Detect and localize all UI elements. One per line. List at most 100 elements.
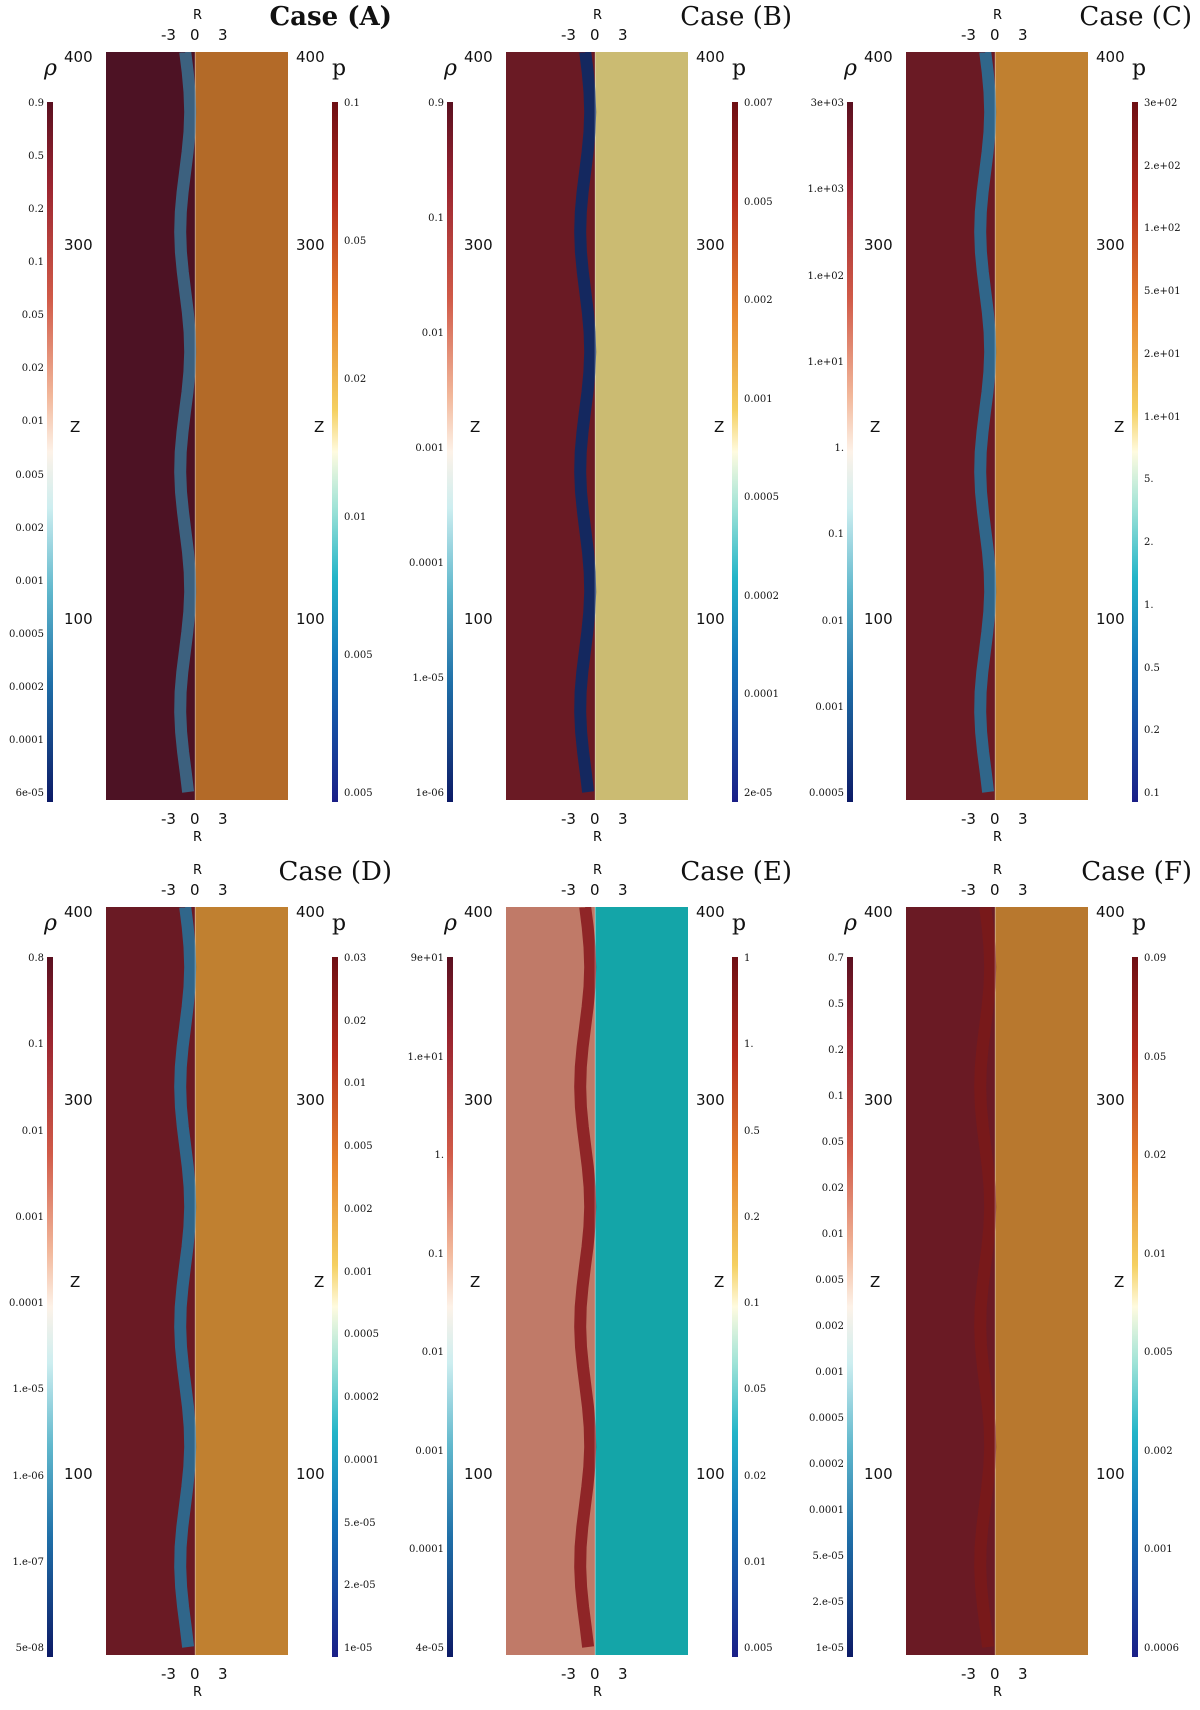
- r-axis-label-top: R: [193, 8, 203, 23]
- z-tick-right: 100: [296, 610, 325, 628]
- density-colorbar: [447, 102, 453, 802]
- r-tick-bottom: 3: [1018, 810, 1028, 828]
- pressure-colorbar-tick: 0.02: [744, 1470, 767, 1482]
- density-colorbar-tick: 0.05: [821, 1137, 844, 1148]
- r-tick-top: -3: [161, 26, 176, 44]
- density-colorbar-tick: 0.002: [815, 1321, 844, 1332]
- r-tick-top: -3: [561, 881, 576, 899]
- z-tick-right: 400: [1096, 903, 1125, 921]
- density-colorbar-tick: 0.2: [28, 204, 44, 216]
- z-tick-left: 300: [864, 1091, 893, 1109]
- density-colorbar-tick: 0.05: [21, 310, 44, 322]
- pressure-colorbar-tick: 0.002: [344, 1203, 373, 1215]
- r-tick-top: 3: [1018, 881, 1028, 899]
- density-symbol: ρ: [444, 911, 457, 936]
- jet-boundary: [974, 52, 997, 793]
- r-tick-bottom: 0: [990, 810, 1000, 828]
- z-tick-left: 300: [464, 236, 493, 254]
- jet-boundary: [174, 907, 197, 1648]
- r-tick-top: 0: [190, 26, 200, 44]
- z-tick-right: 100: [696, 610, 725, 628]
- r-axis-label-bottom: R: [593, 1685, 603, 1700]
- r-tick-top: 3: [618, 881, 628, 899]
- density-colorbar-tick: 0.0005: [809, 788, 844, 799]
- z-tick-right: 400: [296, 48, 325, 66]
- r-tick-top: 0: [190, 881, 200, 899]
- density-colorbar: [847, 102, 853, 802]
- r-tick-bottom: -3: [161, 1665, 176, 1683]
- r-tick-bottom: -3: [561, 810, 576, 828]
- density-colorbar-tick: 0.1: [28, 257, 44, 269]
- density-colorbar-tick: 1.: [434, 1150, 444, 1162]
- simulation-map: [906, 52, 1088, 800]
- density-colorbar-tick: 0.1: [828, 1091, 844, 1102]
- r-tick-top: -3: [561, 26, 576, 44]
- pressure-colorbar-tick: 1.e+02: [1144, 223, 1181, 235]
- pressure-colorbar-tick: 0.05: [344, 236, 367, 247]
- density-colorbar-tick: 1.e+02: [807, 270, 844, 282]
- density-colorbar-tick: 9e+01: [410, 953, 444, 964]
- r-tick-top: 0: [590, 881, 600, 899]
- density-colorbar-tick: 0.1: [428, 213, 444, 224]
- pressure-colorbar-tick: 1.: [744, 1039, 754, 1051]
- pressure-colorbar-tick: 0.02: [344, 1015, 367, 1027]
- density-colorbar-tick: 5e-08: [15, 1643, 44, 1654]
- r-tick-bottom: 0: [590, 810, 600, 828]
- r-tick-top: 3: [218, 881, 228, 899]
- panel-title: Case (E): [680, 857, 792, 887]
- pressure-colorbar-tick: 1.: [1144, 599, 1154, 611]
- r-tick-top: 3: [618, 26, 628, 44]
- z-tick-right: 400: [296, 903, 325, 921]
- z-tick-right: 300: [696, 236, 725, 254]
- pressure-colorbar: [732, 102, 738, 802]
- pressure-colorbar-tick: 0.01: [344, 1078, 367, 1090]
- pressure-colorbar-tick: 0.005: [1144, 1347, 1173, 1359]
- density-colorbar-tick: 0.0005: [9, 628, 44, 640]
- pressure-colorbar-tick: 2.e-05: [344, 1580, 376, 1592]
- pressure-colorbar-tick: 0.05: [744, 1384, 767, 1396]
- pressure-symbol: p: [332, 911, 347, 936]
- z-tick-left: 300: [64, 1091, 93, 1109]
- r-tick-bottom: 3: [1018, 1665, 1028, 1683]
- pressure-colorbar-tick: 0.02: [1144, 1150, 1167, 1162]
- simulation-map: [506, 52, 688, 800]
- density-symbol: ρ: [444, 56, 457, 81]
- z-tick-right: 400: [1096, 48, 1125, 66]
- z-axis-label-left: Z: [70, 418, 81, 436]
- jet-boundary: [974, 907, 997, 1648]
- pressure-colorbar-tick: 1: [744, 953, 751, 964]
- density-colorbar: [47, 957, 53, 1657]
- z-tick-left: 300: [464, 1091, 493, 1109]
- z-tick-right: 300: [296, 1091, 325, 1109]
- panel-title: Case (C): [1079, 2, 1192, 32]
- pressure-colorbar-tick: 2.e+02: [1144, 160, 1181, 172]
- r-tick-bottom: 0: [990, 1665, 1000, 1683]
- z-tick-left: 100: [64, 1465, 93, 1483]
- z-tick-left: 400: [464, 903, 493, 921]
- pressure-half: [195, 907, 288, 1655]
- r-tick-top: 0: [590, 26, 600, 44]
- z-tick-right: 300: [296, 236, 325, 254]
- density-colorbar-tick: 0.9: [28, 98, 44, 109]
- pressure-colorbar: [732, 957, 738, 1657]
- density-colorbar-tick: 0.1: [828, 529, 844, 541]
- r-axis-label-bottom: R: [193, 1685, 203, 1700]
- pressure-colorbar-tick: 0.2: [744, 1211, 760, 1223]
- pressure-symbol: p: [732, 911, 747, 936]
- pressure-colorbar: [332, 102, 338, 802]
- pressure-colorbar-tick: 0.0005: [744, 492, 779, 504]
- pressure-colorbar-tick: 0.0001: [344, 1454, 379, 1466]
- z-axis-label-right: Z: [314, 1273, 325, 1291]
- density-colorbar-tick: 1.e+01: [807, 356, 844, 368]
- z-axis-label-right: Z: [714, 418, 725, 436]
- z-axis-label-right: Z: [314, 418, 325, 436]
- density-colorbar-tick: 1e-06: [415, 788, 444, 799]
- pressure-colorbar-tick: 0.005: [744, 196, 773, 208]
- r-tick-bottom: 0: [190, 810, 200, 828]
- pressure-colorbar-tick: 0.005: [344, 650, 373, 661]
- pressure-colorbar-tick: 0.5: [744, 1125, 760, 1137]
- pressure-colorbar: [1132, 102, 1138, 802]
